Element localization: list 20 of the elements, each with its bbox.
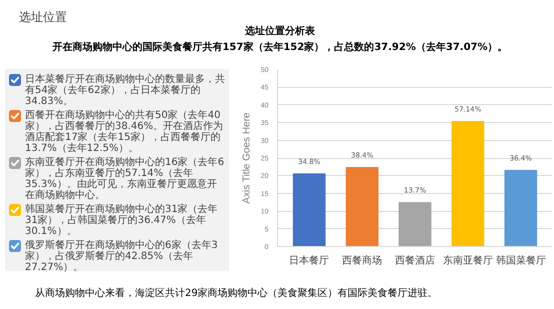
x-tick-label: 东南亚餐厅 <box>442 254 493 266</box>
y-axis-title: Axis Title Goes Here <box>242 112 253 204</box>
text: 选址位置 <box>19 9 67 26</box>
chart-title: 选址位置分析表 <box>244 25 316 39</box>
chart-subtitle: 开在商场购物中心的国际美食餐厅共有157家（去年152家），占总数的37.92%（去年37.07%）。 <box>51 41 509 55</box>
text: 韩国菜餐厅开在商场购物中心的31家（去年31家），占韩国菜餐厅的36.47%（去年30.1%）。 <box>25 204 219 237</box>
bar <box>292 173 326 246</box>
text: 俄罗斯餐厅开在商场购物中心的6家（去年3家），占俄罗斯餐厅的42.85%（去年27.27%）。 <box>25 240 219 273</box>
x-tick-label: 韩国菜餐厅 <box>496 254 546 266</box>
text: 日本菜餐厅开在商场购物中心的数量最多，共有54家（去年62家），占日本菜餐厅的34.83%。 <box>25 74 225 107</box>
bar <box>452 121 484 246</box>
bar <box>504 170 538 246</box>
text: 从商场购物中心来看，海淀区共计29家商场购物中心（美食聚集区）有国际美食餐厅进驻。 <box>35 288 438 300</box>
x-tick-label: 日本餐厅 <box>289 254 330 266</box>
x-tick-label: 西餐酒店 <box>395 254 435 266</box>
text: 东南亚餐厅开在商场购物中心的16家（去年6家），占东南亚餐厅的57.14%（去年35.3%）。由此可见，东南亚餐厅更愿意开在商场购物中心。 <box>25 157 225 201</box>
bar <box>346 167 378 246</box>
bar <box>398 202 432 246</box>
x-tick-label: 西餐商场 <box>342 254 382 266</box>
text: 西餐开在商场购物中心的共有50家（去年40家），占西餐餐厅的38.46%。开在酒店作为酒店配套17家（去年15家），占西餐餐厅的13.7%（去年12.5%）。 <box>25 110 224 154</box>
